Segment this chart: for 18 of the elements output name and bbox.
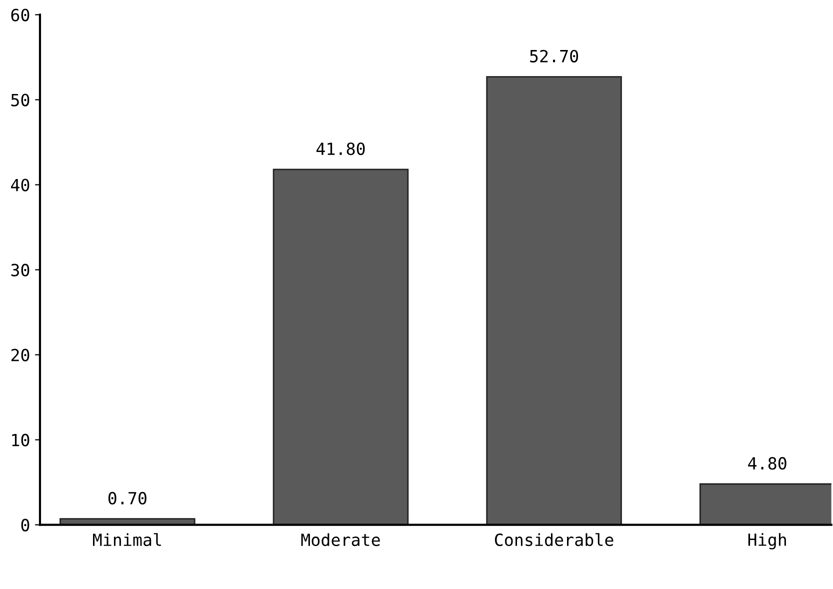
y-tick-label: 30 [11, 264, 30, 276]
bar [60, 518, 196, 525]
data-label: 41.80 [316, 142, 365, 156]
bar [486, 76, 622, 525]
y-tick-label: 50 [11, 94, 30, 106]
data-label: 4.80 [748, 457, 786, 470]
y-tick-label: 20 [11, 348, 30, 362]
data-label: 52.70 [530, 50, 578, 62]
x-tick-label: High [748, 533, 786, 550]
x-tick-label: Considerable [494, 533, 614, 546]
x-tick-label: Minimal [93, 533, 161, 546]
y-tick-label: 60 [11, 8, 30, 22]
y-tick-label: 0 [21, 518, 30, 532]
y-tick-label: 10 [12, 434, 30, 446]
bar [272, 168, 409, 525]
y-tick-label: 40 [11, 178, 30, 192]
x-tick-label: Moderate [301, 533, 380, 546]
data-label: 0.70 [108, 492, 146, 505]
